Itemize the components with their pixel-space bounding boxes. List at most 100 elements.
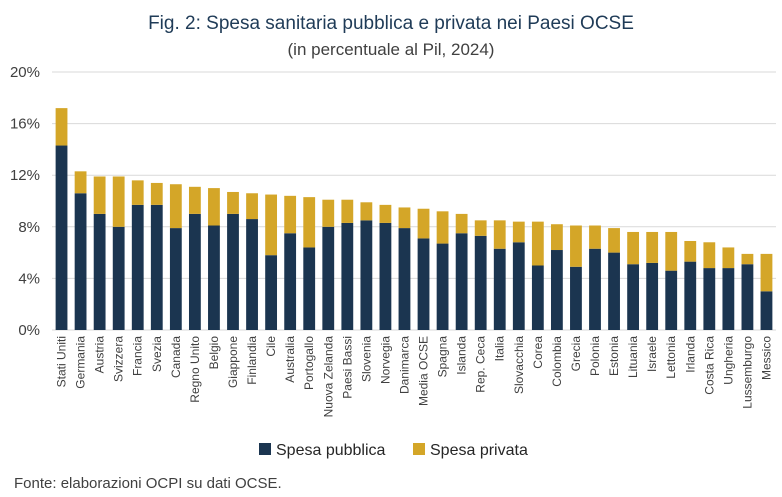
bar-segment-privata <box>169 184 182 229</box>
bar-segment-privata <box>589 225 601 249</box>
x-category-label: Canada <box>169 336 183 378</box>
bar-segment-privata <box>684 240 697 262</box>
bar-segment-pubblica <box>646 262 659 330</box>
x-category-label: Germania <box>74 336 88 389</box>
x-category-label: Costa Rica <box>702 336 716 395</box>
bar-segment-pubblica <box>741 264 754 330</box>
bar-segment-privata <box>512 221 525 243</box>
bar-segment-privata <box>665 231 678 271</box>
bar-segment-pubblica <box>665 270 678 330</box>
x-category-label: Messico <box>759 336 773 380</box>
bar-segment-privata <box>150 182 163 205</box>
bar-segment-pubblica <box>150 204 163 330</box>
x-category-label: Portogallo <box>302 336 316 390</box>
bar-segment-pubblica <box>570 266 582 330</box>
bar-segment-privata <box>188 186 201 214</box>
chart-subtitle: (in percentuale al Pil, 2024) <box>288 40 495 59</box>
bar-segment-pubblica <box>246 219 258 330</box>
legend-label-pubblica: Spesa pubblica <box>276 442 386 459</box>
x-category-label: Media OCSE <box>417 336 431 406</box>
bar-segment-pubblica <box>55 145 68 330</box>
bar-segment-pubblica <box>74 193 87 330</box>
bar-segment-privata <box>550 224 563 251</box>
bar-segment-pubblica <box>303 247 316 330</box>
x-category-label: Finlandia <box>245 336 259 385</box>
bar-segment-pubblica <box>760 291 773 330</box>
x-category-label: Francia <box>131 336 145 376</box>
bar-segment-pubblica <box>398 228 411 330</box>
bar-segment-pubblica <box>550 250 563 330</box>
y-tick-label: 20% <box>10 64 40 81</box>
x-category-label: Australia <box>283 336 297 383</box>
bar-segment-privata <box>646 231 659 263</box>
legend-swatch-pubblica <box>259 443 271 455</box>
x-category-label: Norvegia <box>378 336 392 384</box>
y-tick-label: 12% <box>10 167 40 184</box>
bar-segment-privata <box>74 171 87 194</box>
bar-segment-privata <box>341 199 354 223</box>
bar-segment-privata <box>703 242 716 269</box>
chart-title: Fig. 2: Spesa sanitaria pubblica e priva… <box>148 13 634 34</box>
bar-segment-privata <box>417 208 430 239</box>
bar-segment-pubblica <box>417 238 430 330</box>
bar-segment-privata <box>322 199 335 227</box>
legend-label-privata: Spesa privata <box>430 442 528 459</box>
bar-segment-pubblica <box>284 233 297 330</box>
bar-segment-privata <box>531 221 544 266</box>
bar-segment-pubblica <box>360 220 373 330</box>
y-tick-label: 4% <box>18 270 40 287</box>
x-category-label: Italia <box>493 336 507 362</box>
x-category-label: Stati Uniti <box>55 336 69 387</box>
y-tick-label: 8% <box>18 219 40 236</box>
x-category-label: Svezia <box>150 336 164 372</box>
y-axis-ticks: 0% 4% 8% 12% 16% 20% <box>10 64 40 339</box>
x-category-label: Grecia <box>569 336 583 372</box>
bar-segment-pubblica <box>474 235 487 330</box>
x-category-label: Cile <box>264 336 278 357</box>
x-category-label: Colombia <box>550 336 564 387</box>
x-category-label: Belgio <box>207 336 221 370</box>
bar-segment-privata <box>93 176 106 214</box>
bar-segment-pubblica <box>227 213 239 330</box>
x-category-label: Nuova Zelanda <box>321 336 335 418</box>
bar-segment-privata <box>131 180 144 205</box>
bar-segment-pubblica <box>589 248 601 330</box>
x-category-label: Paesi Bassi <box>340 336 354 399</box>
bar-segment-privata <box>55 108 68 146</box>
bar-segment-privata <box>246 193 258 220</box>
bar-segment-privata <box>227 191 239 214</box>
x-category-label: Slovenia <box>359 336 373 382</box>
x-category-label: Islanda <box>455 336 469 375</box>
bar-segment-privata <box>265 194 278 256</box>
x-category-label: Regno Unito <box>188 336 202 403</box>
bar-segment-privata <box>722 247 735 269</box>
bar-segment-pubblica <box>684 261 697 330</box>
bar-segment-privata <box>208 188 220 226</box>
x-category-label: Slovacchia <box>512 336 526 394</box>
x-category-label: Israele <box>645 336 659 372</box>
bar-segment-pubblica <box>531 265 544 330</box>
bar-segment-privata <box>627 231 640 265</box>
x-category-label: Svizzera <box>112 336 126 382</box>
bar-segment-privata <box>760 253 773 292</box>
bar-segment-pubblica <box>512 242 525 330</box>
bar-segment-pubblica <box>265 255 278 330</box>
x-category-label: Irlanda <box>683 336 697 373</box>
bar-segment-pubblica <box>379 222 392 330</box>
bar-segment-privata <box>360 202 373 221</box>
bar-segment-pubblica <box>208 225 220 330</box>
bar-segment-privata <box>741 253 754 265</box>
x-category-label: Danimarca <box>397 336 411 394</box>
bar-segment-pubblica <box>322 226 335 330</box>
y-tick-label: 0% <box>18 322 40 339</box>
bar-segment-pubblica <box>608 252 620 330</box>
x-category-label: Austria <box>93 336 107 374</box>
x-category-label: Ungheria <box>721 336 735 385</box>
bar-segment-privata <box>112 176 125 227</box>
bar-segment-privata <box>493 220 506 249</box>
legend-swatch-privata <box>413 443 425 455</box>
bar-segment-pubblica <box>455 233 468 330</box>
x-category-label: Lettonia <box>664 336 678 379</box>
x-category-label: Rep. Ceca <box>474 336 488 393</box>
